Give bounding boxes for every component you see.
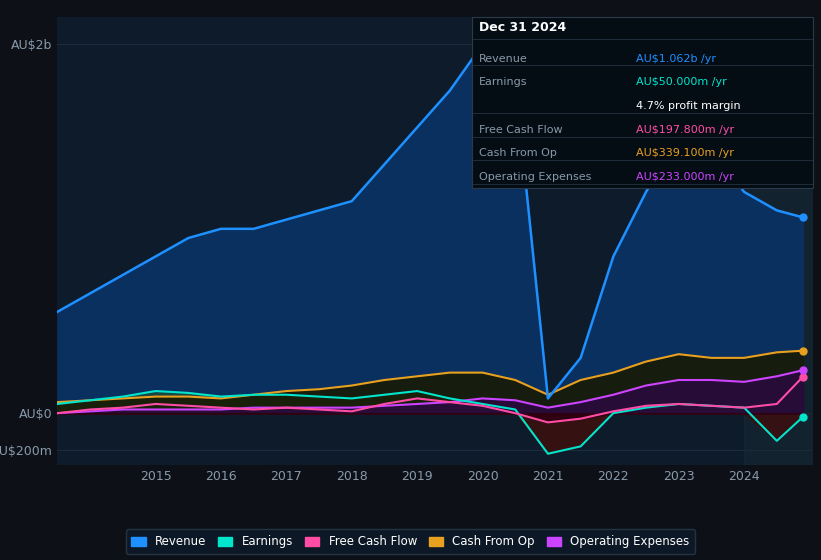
Text: Cash From Op: Cash From Op	[479, 148, 557, 158]
Text: AU$339.100m /yr: AU$339.100m /yr	[635, 148, 733, 158]
Text: Operating Expenses: Operating Expenses	[479, 172, 591, 182]
Text: Revenue: Revenue	[479, 54, 527, 64]
Text: 4.7% profit margin: 4.7% profit margin	[635, 101, 741, 111]
Text: Free Cash Flow: Free Cash Flow	[479, 125, 562, 135]
Text: AU$197.800m /yr: AU$197.800m /yr	[635, 125, 734, 135]
Text: Earnings: Earnings	[479, 77, 527, 87]
Text: Dec 31 2024: Dec 31 2024	[479, 21, 566, 34]
Legend: Revenue, Earnings, Free Cash Flow, Cash From Op, Operating Expenses: Revenue, Earnings, Free Cash Flow, Cash …	[126, 529, 695, 554]
Text: AU$1.062b /yr: AU$1.062b /yr	[635, 54, 716, 64]
Bar	[744, 17, 821, 465]
Text: AU$233.000m /yr: AU$233.000m /yr	[635, 172, 733, 182]
Text: AU$50.000m /yr: AU$50.000m /yr	[635, 77, 727, 87]
